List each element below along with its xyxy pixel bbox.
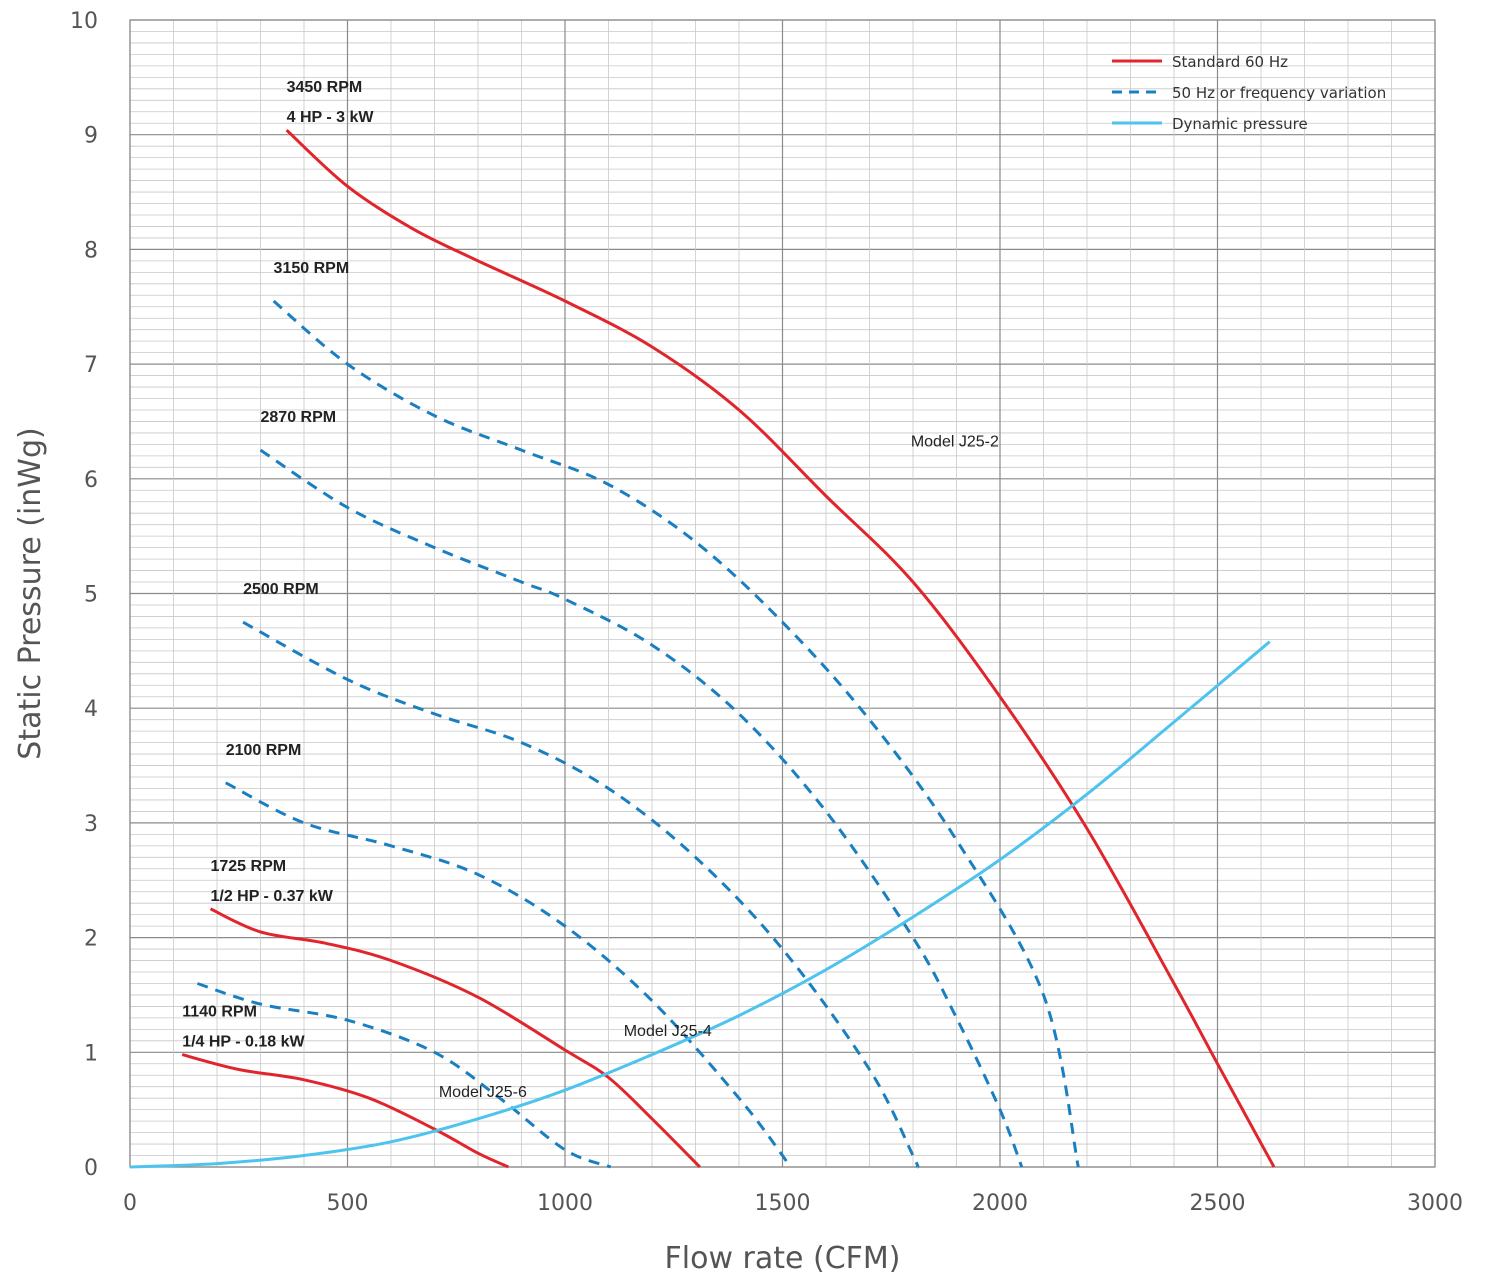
series-line-standard	[181, 1053, 510, 1169]
x-tick-label: 2000	[972, 1191, 1028, 1216]
legend-label: 50 Hz or frequency variation	[1172, 84, 1386, 102]
y-axis-title: Static Pressure (inWg)	[13, 427, 48, 759]
series-line-dynamic	[129, 640, 1271, 1169]
x-tick-label: 500	[327, 1191, 369, 1216]
series-lines	[129, 128, 1276, 1169]
legend-label: Dynamic pressure	[1172, 115, 1308, 133]
y-tick-label: 7	[84, 353, 98, 378]
grid	[129, 19, 1436, 1168]
series-line-standard	[285, 128, 1276, 1168]
y-tick-label: 10	[70, 9, 98, 34]
tick-labels: 0 500 1000 1500 2000 2500 3000 0 1 2 3 4 5 6 7 8 9 10	[70, 9, 1463, 1216]
plot-frame	[129, 19, 1436, 1168]
y-tick-label: 4	[84, 697, 98, 722]
curve-label: 2870 RPM	[261, 409, 337, 426]
model-label: Model J25-6	[439, 1084, 527, 1101]
y-tick-label: 3	[84, 812, 98, 837]
legend-label: Standard 60 Hz	[1172, 53, 1288, 71]
x-axis-title: Flow rate (CFM)	[665, 1241, 901, 1276]
y-tick-label: 6	[84, 468, 98, 493]
model-label: Model J25-2	[911, 434, 999, 451]
series-line-variation	[225, 781, 791, 1168]
y-tick-label: 5	[84, 583, 98, 608]
series-line-variation	[242, 620, 920, 1169]
y-tick-label: 1	[84, 1041, 98, 1066]
curve-label: 4 HP - 3 kW	[287, 109, 375, 126]
curve-label: 3150 RPM	[274, 260, 350, 277]
y-tick-label: 9	[84, 124, 98, 149]
curve-label: 1140 RPM	[182, 1004, 257, 1021]
series-labels: 3450 RPM 4 HP - 3 kW 3150 RPM 2870 RPM 2500 …	[182, 79, 999, 1101]
curve-label: 2500 RPM	[243, 581, 319, 598]
x-tick-label: 1500	[755, 1191, 811, 1216]
curve-label: 2100 RPM	[226, 742, 302, 759]
y-tick-label: 2	[84, 927, 98, 952]
series-line-variation	[272, 299, 1080, 1168]
series-line-variation	[259, 448, 1024, 1168]
y-tick-label: 8	[84, 238, 98, 263]
series-line-standard	[209, 907, 701, 1169]
curve-label: 1/2 HP - 0.37 kW	[210, 888, 333, 905]
x-tick-label: 2500	[1190, 1191, 1246, 1216]
model-label: Model J25-4	[624, 1023, 712, 1040]
curve-label: 1725 RPM	[210, 858, 286, 875]
y-tick-label: 0	[84, 1156, 98, 1181]
curve-label: 1/4 HP - 0.18 kW	[182, 1034, 305, 1051]
x-tick-label: 0	[123, 1191, 137, 1216]
curve-label: 3450 RPM	[287, 79, 363, 96]
series-line-variation	[196, 982, 612, 1169]
x-tick-label: 1000	[537, 1191, 593, 1216]
legend: Standard 60 Hz 50 Hz or frequency variati…	[1112, 53, 1386, 133]
x-tick-label: 3000	[1407, 1191, 1463, 1216]
